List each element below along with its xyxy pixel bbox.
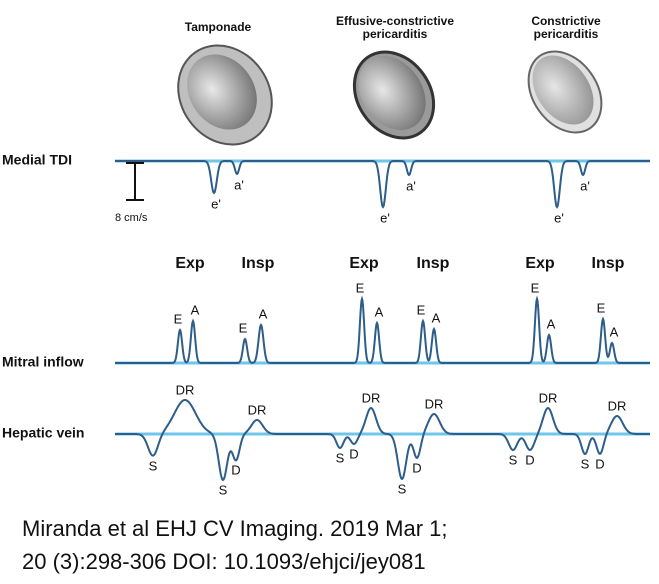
- wave-label: DR: [539, 390, 558, 405]
- wave-label: DR: [176, 382, 195, 397]
- wave-label: E: [417, 302, 426, 317]
- phase-label: Exp: [525, 255, 555, 272]
- waveform: [115, 160, 650, 209]
- wave-label: E: [174, 311, 183, 326]
- column-title: pericarditis: [363, 27, 428, 41]
- wave-label: D: [595, 456, 604, 471]
- wave-label: a': [406, 178, 416, 193]
- wave-label: a': [580, 178, 590, 193]
- wave-label: A: [432, 310, 441, 325]
- wave-label: A: [259, 306, 268, 321]
- wave-label: D: [231, 462, 240, 477]
- hearts: [177, 44, 603, 146]
- row-label: Mitral inflow: [2, 354, 84, 370]
- wave-label: A: [547, 316, 556, 331]
- wave-label: DR: [608, 398, 627, 413]
- phase-label: Exp: [175, 255, 205, 272]
- wave-label: S: [509, 452, 518, 467]
- wave-label: E: [356, 280, 365, 295]
- waveform: [115, 398, 650, 482]
- wave-label: S: [219, 482, 228, 497]
- wave-label: D: [525, 452, 534, 467]
- wave-label: a': [234, 177, 244, 192]
- wave-label: E: [531, 280, 540, 295]
- wave-label: DR: [425, 396, 444, 411]
- phase-label: Insp: [242, 255, 275, 272]
- column-title: Effusive-constrictive: [336, 14, 454, 28]
- wave-label: e': [211, 196, 221, 211]
- wave-label: e': [554, 210, 564, 225]
- wave-label: DR: [362, 390, 381, 405]
- wave-label: A: [610, 324, 619, 339]
- phase-label: Insp: [592, 255, 625, 272]
- phase-label: Insp: [417, 255, 450, 272]
- column-title: Constrictive: [531, 14, 601, 28]
- wave-label: S: [336, 450, 345, 465]
- wave-label: D: [349, 446, 358, 461]
- wave-label: S: [581, 456, 590, 471]
- wave-label: DR: [248, 402, 267, 417]
- phase-label: Exp: [349, 255, 379, 272]
- wave-label: E: [597, 300, 606, 315]
- row-label: Medial TDI: [2, 152, 72, 168]
- wave-label: E: [239, 320, 248, 335]
- wave-label: S: [398, 481, 407, 496]
- wave-label: A: [191, 302, 200, 317]
- scale-label: 8 cm/s: [115, 212, 148, 224]
- column-title: pericarditis: [534, 27, 599, 41]
- row-label: Hepatic vein: [2, 425, 84, 441]
- waveform: [115, 295, 650, 364]
- wave-label: A: [375, 304, 384, 319]
- citation: Miranda et al EHJ CV Imaging. 2019 Mar 1…: [22, 516, 448, 541]
- wave-label: e': [380, 210, 390, 225]
- column-title: Tamponade: [185, 20, 252, 34]
- citation: 20 (3):298-306 DOI: 10.1093/ehjci/jey081: [22, 549, 426, 574]
- scale-bar: [126, 162, 144, 201]
- wave-label: S: [149, 458, 158, 473]
- wave-label: D: [412, 460, 421, 475]
